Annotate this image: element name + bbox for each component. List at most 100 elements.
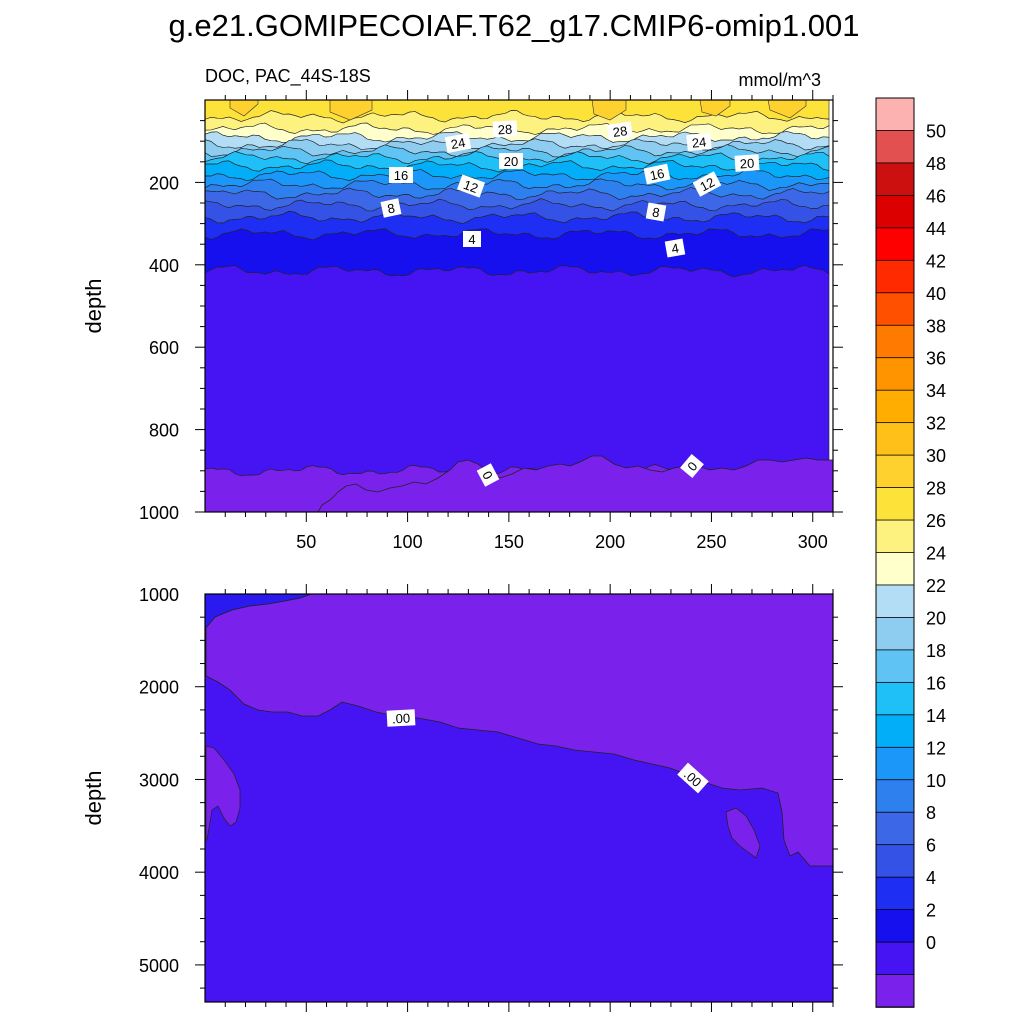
lower-right-blob	[725, 807, 761, 859]
colorbar-swatch	[875, 324, 915, 359]
colorbar-label: 28	[926, 479, 946, 499]
colorbar-swatch	[875, 292, 915, 327]
x-tick-label: 250	[696, 532, 726, 552]
colorbar-swatch	[875, 130, 915, 164]
colorbar-label: 34	[926, 381, 946, 401]
colorbar-label: 16	[926, 673, 946, 693]
lower-heatmap	[205, 594, 833, 1002]
y-tick-label: 1000	[139, 585, 179, 605]
colorbar-label: 50	[926, 121, 946, 141]
colorbar-swatch	[875, 844, 915, 878]
colorbar-label: 0	[926, 933, 936, 953]
contour-label: 28	[612, 123, 628, 140]
x-tick-label: 300	[798, 532, 828, 552]
lower-left-blob	[205, 745, 241, 841]
lower-axes: 1000 2000 3000 4000 5000	[139, 584, 843, 1012]
lower-negative-region	[205, 594, 833, 867]
contour-label: 20	[504, 154, 518, 169]
lower-y-axis-label: depth	[81, 770, 106, 825]
x-tick-label: 50	[296, 532, 316, 552]
colorbar-label: 38	[926, 316, 946, 336]
upper-panel: DOC, PAC_44S-18S mmol/m^3 50 100 150 200 250…	[81, 66, 843, 552]
colorbar: 5048464442403836343230282624222018161412…	[875, 97, 946, 1008]
contour-label: 4	[468, 232, 475, 247]
contour-label: 28	[497, 122, 512, 138]
contour-label: .00	[392, 711, 411, 727]
colorbar-label: 44	[926, 219, 946, 239]
colorbar-swatch	[875, 422, 915, 456]
colorbar-swatch	[875, 681, 915, 716]
colorbar-swatch	[875, 227, 915, 262]
contour-label: 24	[450, 135, 467, 152]
contour-label: 8	[651, 204, 661, 220]
colorbar-label: 48	[926, 154, 946, 174]
colorbar-swatch	[875, 746, 915, 781]
colorbar-label: 20	[926, 608, 946, 628]
colorbar-label: 30	[926, 446, 946, 466]
upper-contour-labels: 28 28 24 24 20 20 16 16 12 12 8 8 4 4 0 …	[380, 120, 760, 487]
upper-surface-bumps	[229, 100, 807, 121]
colorbar-swatch	[875, 519, 915, 554]
colorbar-label: 42	[926, 251, 946, 271]
colorbar-swatch	[875, 162, 915, 197]
colorbar-label: 26	[926, 511, 946, 531]
y-tick-label: 4000	[139, 863, 179, 883]
colorbar-label: 22	[926, 576, 946, 596]
upper-axes: 50 100 150 200 250 300 200 400 600 800 1000	[139, 90, 843, 552]
colorbar-label: 6	[926, 836, 936, 856]
lower-plot-frame	[204, 593, 834, 1003]
colorbar-label: 46	[926, 186, 946, 206]
contour-label: 24	[691, 134, 707, 150]
upper-panel-left-label: DOC, PAC_44S-18S	[205, 66, 371, 87]
colorbar-swatch	[875, 779, 915, 814]
contour-label: 16	[394, 168, 408, 183]
colorbar-swatch	[875, 876, 915, 911]
colorbar-swatch	[875, 974, 915, 1008]
colorbar-swatch	[875, 487, 915, 521]
y-tick-label: 600	[149, 338, 179, 358]
x-tick-label: 100	[393, 532, 423, 552]
colorbar-swatch	[875, 389, 915, 424]
x-tick-label: 200	[595, 532, 625, 552]
contour-label: 8	[386, 200, 396, 216]
units-label: mmol/m^3	[739, 70, 821, 90]
upper-negative-region	[317, 455, 833, 512]
colorbar-swatch	[875, 357, 915, 391]
contour-label: 12	[697, 174, 717, 194]
upper-y-axis-label: depth	[81, 278, 106, 333]
contour-label: 16	[648, 166, 665, 184]
contour-label: 4	[670, 240, 680, 256]
y-tick-label: 800	[149, 421, 179, 441]
colorbar-swatch	[875, 617, 915, 651]
y-tick-label: 5000	[139, 956, 179, 976]
colorbar-swatch	[875, 259, 915, 294]
y-tick-label: 3000	[139, 770, 179, 790]
colorbar-label: 18	[926, 641, 946, 661]
colorbar-swatch	[875, 454, 915, 489]
contour-band	[205, 265, 830, 478]
colorbar-label: 8	[926, 803, 936, 823]
colorbar-swatch	[875, 909, 915, 943]
y-tick-label: 2000	[139, 678, 179, 698]
contour-label: 20	[739, 156, 754, 172]
chart-title: g.e21.GOMIPECOIAF.T62_g17.CMIP6-omip1.00…	[169, 8, 860, 43]
colorbar-swatch	[875, 811, 915, 846]
colorbar-swatch	[875, 97, 915, 132]
colorbar-label: 24	[926, 544, 946, 564]
colorbar-label: 2	[926, 901, 936, 921]
upper-heatmap	[205, 100, 833, 512]
colorbar-swatch	[875, 194, 915, 229]
colorbar-label: 4	[926, 868, 936, 888]
colorbar-swatch	[875, 552, 915, 586]
colorbar-frame	[875, 97, 915, 1008]
colorbar-swatch	[875, 649, 915, 684]
colorbar-label: 40	[926, 284, 946, 304]
colorbar-swatch	[875, 941, 915, 976]
y-tick-label: 200	[149, 173, 179, 193]
contour-label: 12	[461, 177, 480, 196]
y-tick-label: 400	[149, 256, 179, 276]
colorbar-label: 12	[926, 738, 946, 758]
colorbar-label: 36	[926, 349, 946, 369]
